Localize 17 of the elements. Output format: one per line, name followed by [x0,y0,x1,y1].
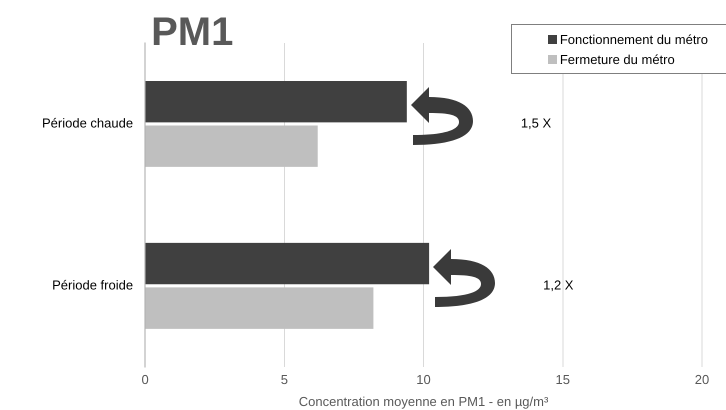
y-tick-label: Période froide [52,277,134,292]
annotation: 1,2 X [543,277,574,292]
x-tick-label: 20 [694,372,710,388]
chart-title: PM1 [151,10,234,54]
legend-label: Fermeture du métro [560,52,675,66]
x-axis-title: Concentration moyenne en PM1 - en µg/m³ [298,394,549,409]
y-tick-label: Période chaude [42,116,134,131]
x-tick-label: 5 [280,372,288,388]
legend-label: Fonctionnement du métro [560,32,708,46]
x-tick-label: 10 [416,372,431,388]
x-tick-label: 0 [141,372,149,388]
bar [146,126,318,167]
bar [146,287,374,329]
bar [146,80,407,122]
bar [146,242,430,284]
annotation: 1,5 X [520,116,552,131]
x-tick-label: 15 [556,372,570,388]
